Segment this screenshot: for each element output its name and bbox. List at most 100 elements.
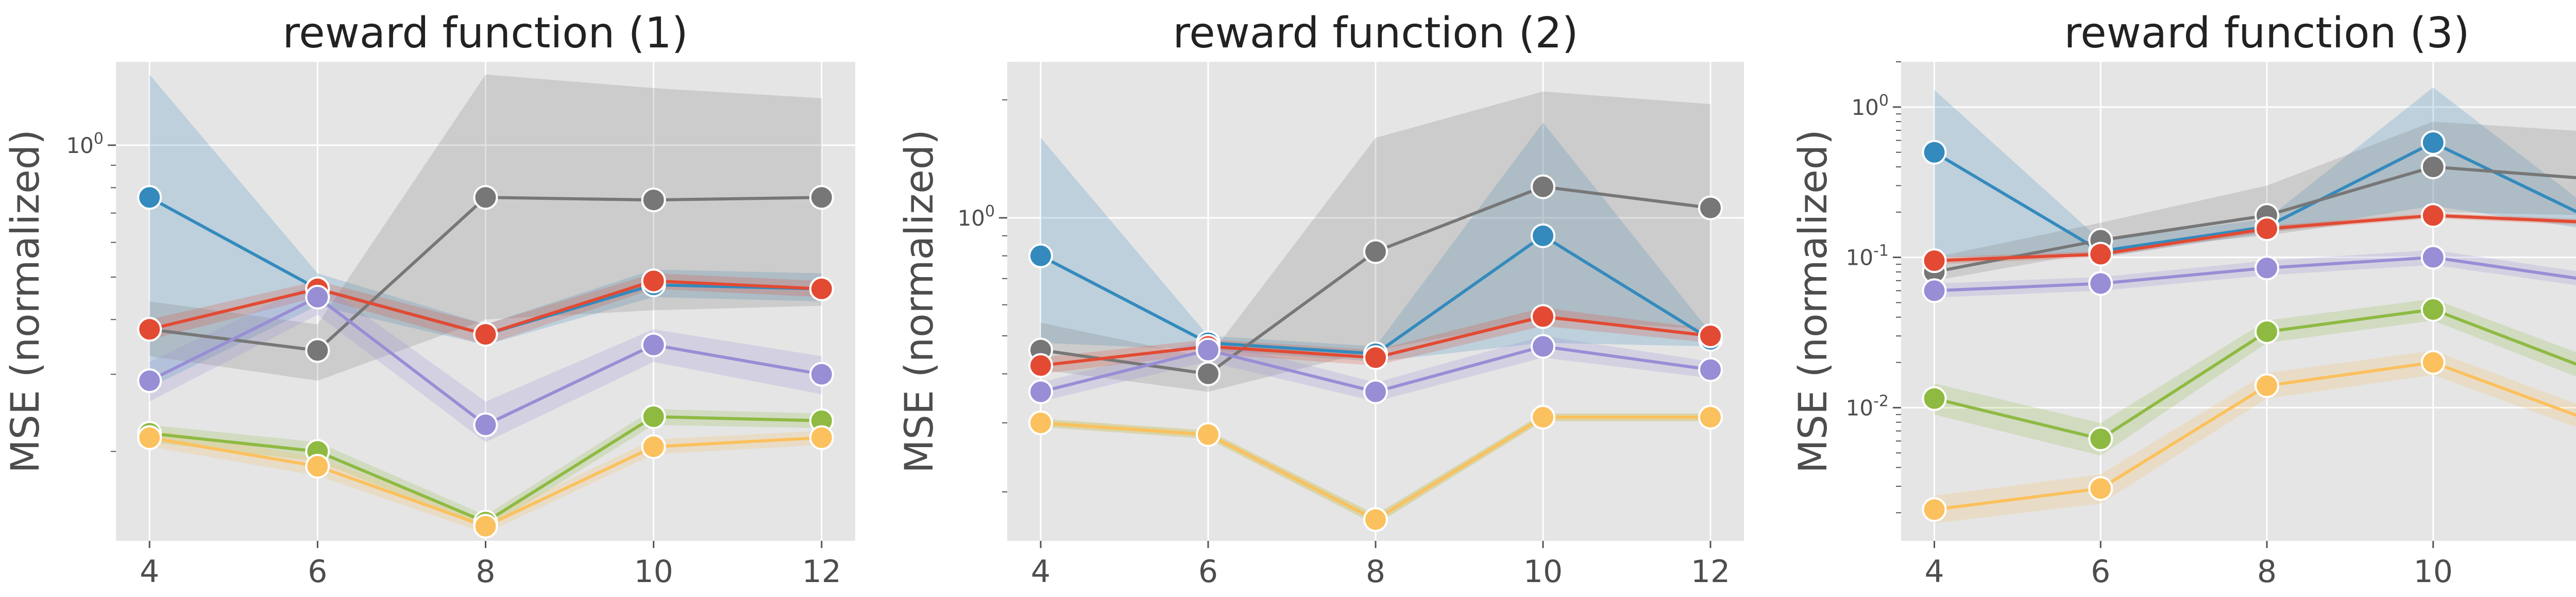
x-tick-label: 6 <box>2091 554 2110 590</box>
series-band-3 <box>149 281 822 442</box>
data-point <box>809 425 834 450</box>
x-ticks: 4 6 8 10 12 <box>140 541 841 590</box>
panel-reward-function-2: 4 6 8 10 12 100 reward function (2) MSE (normal… <box>896 9 1744 590</box>
data-point <box>641 404 666 430</box>
x-tick-label: 10 <box>2414 554 2453 590</box>
data-point <box>1531 304 1555 329</box>
y-tick-label: 100 <box>957 202 995 231</box>
chart-title: reward function (1) <box>282 9 688 58</box>
series-band-4 <box>1041 413 1710 525</box>
x-tick-label: 6 <box>1198 554 1218 590</box>
y-tick-label: 10-1 <box>1846 242 1889 270</box>
data-point <box>1698 323 1723 349</box>
x-tick-label: 8 <box>2257 554 2277 590</box>
data-point <box>1196 361 1221 386</box>
data-point <box>2255 216 2279 242</box>
data-point <box>1028 243 1053 268</box>
data-point <box>2255 319 2279 345</box>
data-point <box>1363 345 1388 370</box>
chart-title: reward function (2) <box>1173 9 1578 58</box>
data-point <box>1922 386 1947 411</box>
x-tick-label: 4 <box>1924 554 1944 590</box>
data-point <box>305 338 330 363</box>
minor-ticks <box>1002 99 1007 492</box>
data-point <box>641 268 666 294</box>
data-point <box>1922 278 1947 303</box>
data-point <box>1531 174 1555 199</box>
data-point <box>1363 507 1388 532</box>
chart-title: reward function (3) <box>2064 9 2469 58</box>
x-tick-label: 4 <box>1031 554 1050 590</box>
data-point <box>1363 379 1388 404</box>
y-ticks: 100 10-1 10-2 <box>1846 92 1901 420</box>
data-point <box>1196 422 1221 447</box>
data-point <box>641 187 666 213</box>
data-point <box>1028 353 1053 378</box>
series-markers <box>1922 130 2446 522</box>
data-point <box>2420 350 2446 375</box>
data-point <box>641 332 666 357</box>
data-point <box>1698 405 1723 430</box>
y-axis-label: MSE (normalized) <box>1790 129 1836 473</box>
data-point <box>809 362 834 387</box>
data-point <box>305 284 330 310</box>
data-point <box>641 434 666 459</box>
y-tick-label: 10-2 <box>1846 392 1889 420</box>
x-tick-label: 10 <box>1523 554 1563 590</box>
x-tick-label: 4 <box>140 554 159 590</box>
data-point <box>1028 410 1053 435</box>
data-point <box>2255 255 2279 281</box>
y-ticks: 100 <box>66 130 116 158</box>
gridlines <box>1007 62 1744 541</box>
x-ticks: 4 6 8 10 12 <box>1031 541 1730 590</box>
data-point <box>1363 239 1388 264</box>
data-point <box>2420 203 2446 228</box>
data-point <box>1531 223 1555 248</box>
minor-ticks <box>1896 61 1901 514</box>
data-point <box>809 276 834 301</box>
data-point <box>1922 248 1947 274</box>
series-markers <box>137 185 834 539</box>
data-point <box>1531 405 1555 430</box>
data-point <box>1531 334 1555 359</box>
y-axis-label: MSE (normalized) <box>2 129 48 473</box>
y-ticks: 100 <box>957 202 1007 231</box>
data-point <box>1028 379 1053 404</box>
x-tick-label: 12 <box>1691 554 1730 590</box>
data-point <box>137 368 162 394</box>
data-point <box>473 514 498 539</box>
data-point <box>1196 337 1221 363</box>
data-point <box>2420 245 2446 270</box>
data-point <box>1698 195 1723 220</box>
data-point <box>2088 271 2113 296</box>
panel-reward-function-1: 4 6 8 10 12 100 reward function (1) MSE (normal… <box>2 9 855 590</box>
data-point <box>809 185 834 210</box>
data-point <box>1922 140 1947 165</box>
data-point <box>1922 497 1947 522</box>
series-band-0 <box>1934 87 2576 258</box>
x-tick-label: 12 <box>802 554 841 590</box>
data-point <box>2088 427 2113 452</box>
data-point <box>1698 357 1723 382</box>
data-point <box>137 185 162 210</box>
y-tick-label: 100 <box>1851 92 1889 120</box>
data-point <box>2088 242 2113 267</box>
data-point <box>2420 130 2446 155</box>
series-markers <box>1028 174 1723 532</box>
data-point <box>2420 154 2446 179</box>
data-point <box>137 317 162 342</box>
y-axis-label: MSE (normalized) <box>896 129 942 473</box>
series-band-5 <box>1041 413 1710 525</box>
data-point <box>473 322 498 347</box>
x-tick-label: 8 <box>476 554 495 590</box>
x-tick-label: 6 <box>308 554 327 590</box>
x-tick-label: 8 <box>1366 554 1385 590</box>
data-point <box>2420 297 2446 322</box>
data-point <box>305 454 330 479</box>
x-tick-label: 10 <box>634 554 673 590</box>
series-band-1 <box>149 74 822 381</box>
series-band-4 <box>149 409 822 530</box>
